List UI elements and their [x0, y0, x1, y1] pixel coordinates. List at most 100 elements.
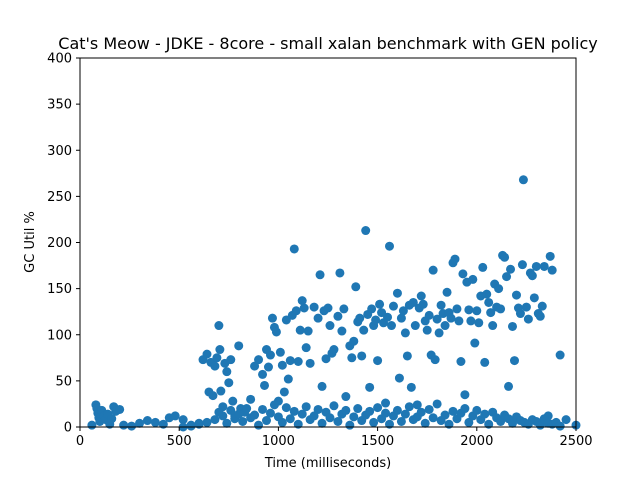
data-point — [254, 420, 264, 430]
x-axis-title: Time (milliseconds) — [264, 456, 391, 471]
data-point — [317, 418, 327, 428]
data-point — [226, 405, 236, 415]
data-point — [295, 325, 305, 335]
data-point — [400, 328, 410, 338]
data-point — [341, 405, 351, 415]
y-tick-label: 300 — [47, 144, 72, 159]
data-point — [478, 262, 488, 272]
data-point — [458, 269, 468, 279]
data-point — [234, 341, 244, 351]
data-point — [224, 378, 234, 388]
data-point — [392, 288, 402, 298]
data-point — [277, 360, 287, 370]
data-point — [325, 413, 335, 423]
data-point — [496, 304, 506, 314]
data-point — [275, 347, 285, 357]
data-point — [325, 321, 335, 331]
data-point — [464, 305, 474, 315]
data-point — [430, 355, 440, 365]
x-tick-label: 500 — [167, 434, 192, 449]
y-axis-title: GC Util % — [23, 211, 38, 273]
data-point — [107, 414, 117, 424]
data-point — [303, 326, 313, 336]
data-point — [480, 409, 490, 419]
data-point — [341, 392, 351, 402]
data-point — [545, 251, 555, 261]
data-point — [170, 411, 180, 421]
data-point — [375, 299, 385, 309]
data-point — [339, 304, 349, 314]
data-point — [299, 303, 309, 313]
data-point — [301, 343, 311, 353]
data-point — [496, 416, 506, 426]
data-point — [371, 315, 381, 325]
data-point — [87, 420, 97, 430]
data-point — [254, 355, 264, 365]
data-point — [452, 304, 462, 314]
data-point — [305, 358, 315, 368]
data-point — [504, 381, 514, 391]
data-point — [281, 403, 291, 413]
data-point — [267, 313, 277, 323]
data-point — [416, 407, 426, 417]
data-point — [250, 410, 260, 420]
data-point — [511, 290, 521, 300]
x-tick-label: 1500 — [361, 434, 394, 449]
data-point — [226, 355, 236, 365]
data-point — [260, 380, 270, 390]
data-point — [269, 400, 279, 410]
data-point — [178, 415, 188, 425]
data-point — [258, 369, 268, 379]
y-tick-label: 150 — [47, 282, 72, 297]
data-point — [561, 415, 571, 425]
data-point — [313, 313, 323, 323]
data-point — [373, 356, 383, 366]
data-point — [115, 404, 125, 414]
data-point — [400, 409, 410, 419]
x-tick-label: 1000 — [262, 434, 295, 449]
data-point — [313, 404, 323, 414]
data-point — [351, 282, 361, 292]
data-point — [271, 327, 281, 337]
data-point — [428, 413, 438, 423]
data-point — [472, 405, 482, 415]
data-point — [484, 419, 494, 429]
data-point — [529, 293, 539, 303]
y-tick-label: 400 — [47, 52, 72, 67]
data-point — [283, 374, 293, 384]
data-point — [396, 416, 406, 426]
data-point — [119, 420, 129, 430]
data-point — [510, 356, 519, 366]
data-point — [279, 387, 289, 397]
data-point — [373, 403, 383, 413]
data-point — [444, 419, 454, 429]
chart-title: Cat's Meow - JDKE - 8core - small xalan … — [58, 34, 597, 53]
data-point — [186, 421, 196, 431]
data-point — [367, 304, 377, 314]
data-point — [502, 272, 512, 282]
data-point — [208, 391, 218, 401]
data-point — [135, 418, 145, 428]
y-tick-label: 250 — [47, 190, 72, 205]
data-point — [297, 296, 307, 306]
data-point — [446, 313, 456, 323]
data-point — [309, 411, 319, 421]
data-point — [424, 310, 434, 320]
data-point — [422, 325, 432, 335]
data-point — [309, 302, 319, 312]
data-point — [210, 361, 220, 371]
data-point — [472, 306, 482, 316]
data-point — [293, 419, 303, 429]
y-tick-label: 50 — [55, 374, 72, 389]
data-point — [333, 416, 343, 426]
data-point — [456, 357, 466, 366]
data-point — [285, 356, 295, 366]
data-point — [442, 287, 452, 297]
data-point — [428, 265, 438, 275]
data-point — [385, 241, 394, 251]
data-point — [218, 411, 228, 421]
data-point — [329, 345, 339, 355]
y-tick-label: 200 — [47, 236, 72, 251]
